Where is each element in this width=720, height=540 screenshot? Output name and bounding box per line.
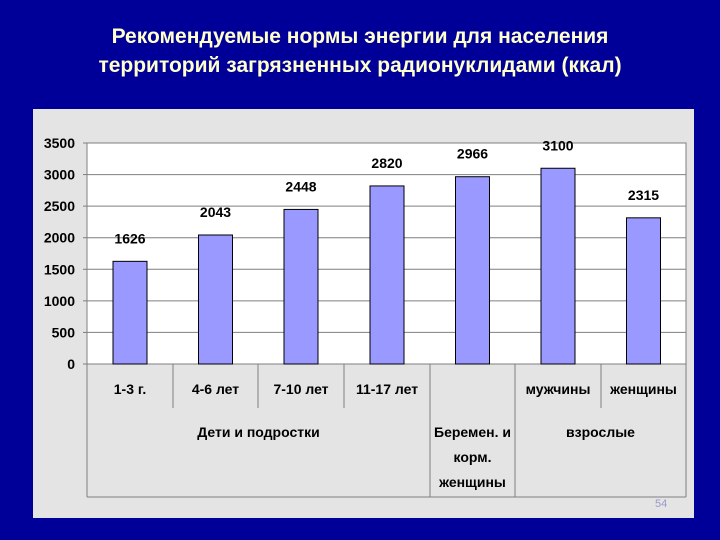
data-label: 2043 xyxy=(200,204,231,220)
data-label: 2966 xyxy=(457,146,488,162)
data-label: 2315 xyxy=(628,187,659,203)
y-tick-label: 2000 xyxy=(44,230,75,246)
data-label: 3100 xyxy=(542,137,573,153)
data-label: 1626 xyxy=(114,230,145,246)
x-category-label: женщины xyxy=(609,381,677,397)
y-tick-label: 500 xyxy=(52,324,76,340)
y-tick-label: 2500 xyxy=(44,198,75,214)
x-category-label: 11-17 лет xyxy=(356,381,418,397)
bar xyxy=(455,176,490,365)
x-group-label: Дети и подростки xyxy=(197,424,319,440)
slide-number: 54 xyxy=(655,498,668,510)
bar xyxy=(112,260,148,365)
bar xyxy=(626,217,661,365)
y-tick-label: 3000 xyxy=(44,167,75,183)
x-group-label: взрослые xyxy=(566,424,635,440)
x-group-label: Беремен. и xyxy=(434,424,511,440)
x-category-label: мужчины xyxy=(526,381,591,397)
x-category-label: 7-10 лет xyxy=(273,381,328,397)
y-tick-label: 0 xyxy=(67,356,75,372)
title-line-1: Рекомендуемые нормы энергии для населени… xyxy=(111,25,609,48)
slide-title: Рекомендуемые нормы энергии для населени… xyxy=(0,22,720,80)
y-tick-label: 1000 xyxy=(44,293,75,309)
bar xyxy=(198,234,233,365)
x-group-label: женщины xyxy=(438,474,506,490)
bar xyxy=(369,185,405,365)
y-tick-label: 3500 xyxy=(44,135,75,151)
x-category-label: 1-3 г. xyxy=(114,381,146,397)
y-tick-label: 1500 xyxy=(44,261,75,277)
title-line-2: территорий загрязненных радионуклидами (… xyxy=(98,54,622,77)
data-label: 2448 xyxy=(285,178,316,194)
data-label: 2820 xyxy=(371,155,402,171)
x-category-label: 4-6 лет xyxy=(192,381,239,397)
bar xyxy=(283,208,319,365)
bar xyxy=(540,167,576,365)
x-group-label: корм. xyxy=(454,449,492,465)
